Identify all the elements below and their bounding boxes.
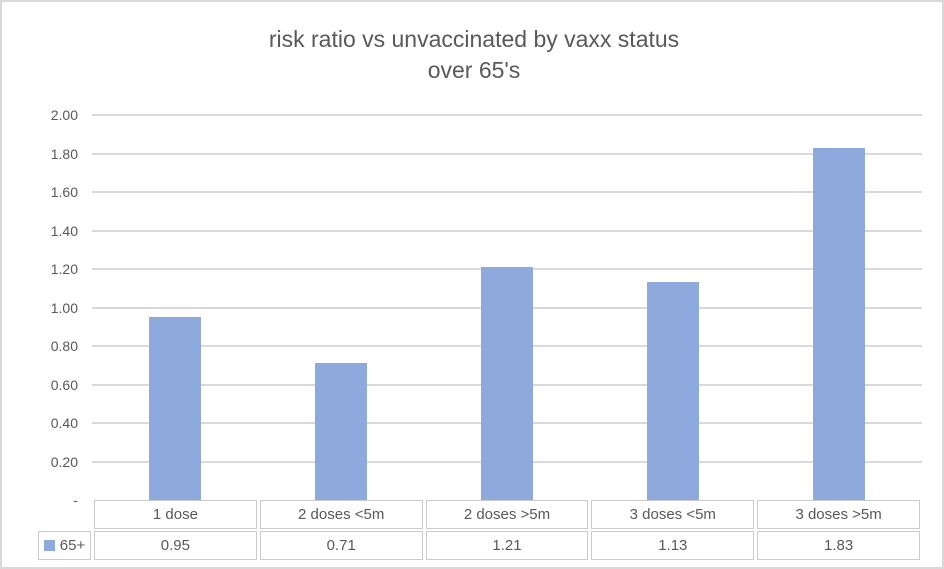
value-cell: 0.95 — [94, 531, 257, 560]
y-axis-tick-label: 0.60 — [50, 376, 78, 393]
y-axis-tick-label: 2.00 — [50, 107, 78, 123]
y-axis-tick-label: 1.40 — [50, 222, 78, 239]
category-header-cell: 2 doses <5m — [259, 500, 423, 529]
category-header-cell: 1 dose — [94, 500, 257, 529]
y-axis-tick-label: - — [73, 492, 78, 508]
category-header-cell: 3 doses >5m — [757, 500, 920, 529]
bar — [813, 147, 865, 500]
chart-title: risk ratio vs unvaccinated by vaxx statu… — [2, 24, 942, 86]
value-cell: 0.71 — [259, 531, 423, 560]
y-axis-tick-label: 0.80 — [50, 338, 78, 354]
bar — [315, 363, 367, 500]
value-cell: 1.83 — [757, 531, 920, 560]
gridline — [92, 229, 922, 232]
bar — [647, 282, 699, 500]
legend-label: 65+ — [59, 537, 86, 554]
value-row: 65+ 0.95 0.71 1.21 1.13 1.83 — [38, 531, 920, 560]
value-cell: 1.21 — [425, 531, 589, 560]
bar — [149, 317, 201, 500]
gridline — [92, 191, 922, 193]
gridline — [92, 114, 922, 116]
category-header-cell: 2 doses >5m — [425, 500, 589, 529]
y-axis-tick-label: 1.20 — [50, 261, 78, 277]
data-table: 1 dose 2 doses <5m 2 doses >5m 3 doses <5m 3… — [35, 498, 923, 562]
y-axis-tick-label: 1.60 — [50, 184, 78, 200]
category-header-cell: 3 doses <5m — [591, 500, 755, 529]
category-header-row: 1 dose 2 doses <5m 2 doses >5m 3 doses <5m 3… — [38, 500, 920, 529]
chart-subtitle: over 65's — [427, 57, 521, 83]
gridline — [92, 152, 922, 155]
y-axis-tick-label: 1.80 — [50, 145, 78, 162]
legend-swatch-icon — [43, 540, 55, 551]
y-axis-tick-label: 0.40 — [50, 415, 78, 431]
y-axis-tick-label: 0.20 — [50, 453, 78, 470]
chart-title-line1: risk ratio vs unvaccinated by vaxx statu… — [268, 26, 680, 52]
legend-spacer — [38, 500, 91, 529]
value-cell: 1.13 — [591, 531, 755, 560]
legend-cell: 65+ — [38, 531, 91, 560]
bar — [481, 267, 533, 500]
y-axis-tick-label: 1.00 — [50, 299, 78, 316]
